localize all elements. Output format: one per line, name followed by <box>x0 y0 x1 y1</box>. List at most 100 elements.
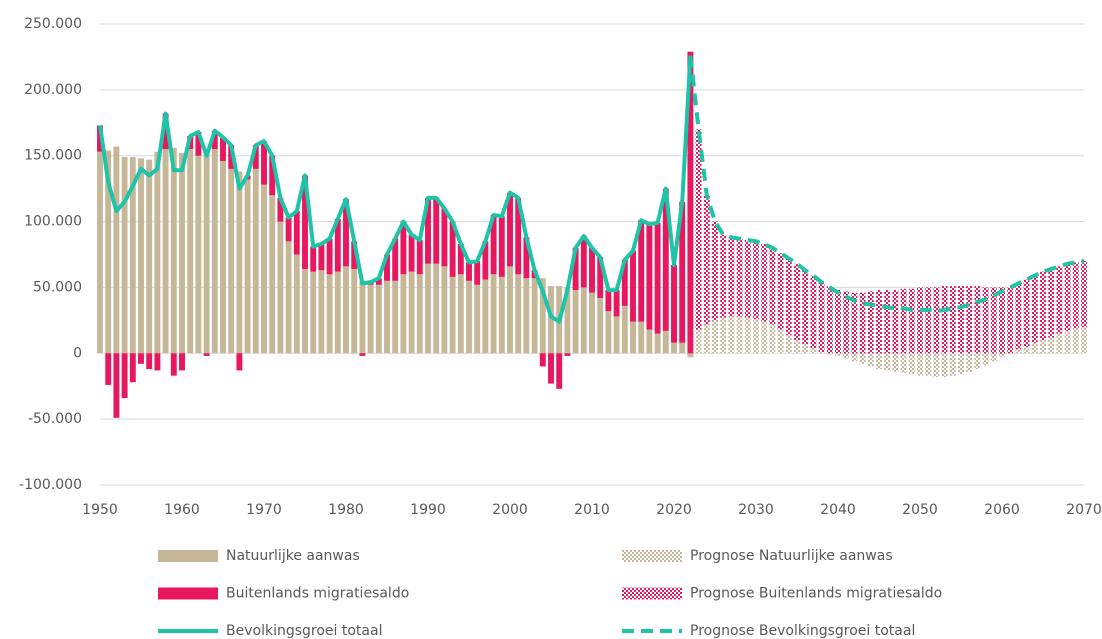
bar <box>990 287 997 354</box>
bar <box>589 247 595 293</box>
bar <box>826 353 833 355</box>
bar <box>802 270 809 345</box>
bar <box>974 286 981 354</box>
bar <box>539 353 546 367</box>
bar <box>113 146 120 354</box>
legend-swatch <box>622 587 682 600</box>
bar <box>572 247 579 291</box>
bar <box>785 258 792 335</box>
bar <box>695 329 702 354</box>
bar <box>613 290 620 317</box>
bar <box>457 243 464 275</box>
bar <box>564 353 571 356</box>
bar <box>179 353 185 371</box>
bar <box>138 158 144 354</box>
bar <box>835 290 841 354</box>
bar <box>343 199 349 267</box>
bar <box>580 287 587 354</box>
bar <box>384 280 390 354</box>
bar <box>1048 337 1055 354</box>
bar <box>564 287 571 354</box>
bar <box>671 265 677 343</box>
bar <box>293 254 300 354</box>
x-tick-label: 2010 <box>574 502 610 518</box>
bar <box>662 188 669 331</box>
bar <box>400 221 407 275</box>
bar <box>408 271 415 354</box>
bar <box>990 353 997 362</box>
x-tick-label: 2050 <box>902 502 938 518</box>
bar <box>712 221 718 321</box>
bar <box>974 353 981 370</box>
bar <box>630 250 636 322</box>
bar <box>654 222 661 334</box>
bar <box>917 353 923 376</box>
bar <box>523 237 530 279</box>
bar <box>269 195 276 354</box>
bar <box>753 319 759 354</box>
bar <box>498 216 505 277</box>
bar <box>925 287 932 354</box>
bar <box>720 234 727 318</box>
bar <box>252 168 259 354</box>
bar <box>941 286 948 354</box>
bar <box>597 297 604 354</box>
y-tick-label: 250.000 <box>24 16 82 32</box>
bar <box>613 316 620 354</box>
x-tick-label: 1960 <box>164 502 200 518</box>
bar <box>1015 349 1022 354</box>
bar <box>334 271 341 354</box>
x-tick-label: 2060 <box>984 502 1020 518</box>
bar <box>851 353 858 362</box>
bar <box>351 241 358 269</box>
bar <box>138 353 144 364</box>
bar <box>867 291 874 354</box>
bar <box>392 280 399 354</box>
bar <box>630 321 636 354</box>
bar <box>859 353 866 364</box>
bar <box>269 155 276 196</box>
bar <box>638 321 645 354</box>
x-tick-label: 2030 <box>738 502 774 518</box>
bar <box>244 179 251 354</box>
bar <box>351 268 358 354</box>
bar <box>408 234 415 272</box>
bar <box>121 157 128 354</box>
bar <box>179 153 185 354</box>
bar <box>261 184 267 354</box>
bar <box>736 316 743 354</box>
bar <box>105 150 112 354</box>
bar <box>162 113 169 150</box>
bar <box>818 351 825 354</box>
y-tick-label: 0 <box>73 345 82 361</box>
bar <box>318 243 325 271</box>
bar <box>310 246 317 272</box>
bar <box>728 237 735 317</box>
x-tick-label: 2070 <box>1066 502 1102 518</box>
bar <box>129 157 136 354</box>
legend-label: Bevolkingsgroei totaal <box>226 623 382 639</box>
bar <box>515 274 522 354</box>
bar <box>703 324 710 354</box>
bar <box>416 240 423 275</box>
bar <box>695 129 702 330</box>
bar <box>400 274 407 354</box>
bar <box>1081 326 1087 354</box>
bar <box>744 317 751 354</box>
bar <box>646 224 653 330</box>
bar <box>507 266 513 354</box>
bar <box>679 201 686 343</box>
bar <box>941 353 948 377</box>
y-tick-label: 150.000 <box>24 148 82 164</box>
bar <box>859 292 866 354</box>
bar <box>966 353 973 372</box>
bar <box>982 287 989 354</box>
bar <box>162 149 169 354</box>
bar <box>933 353 940 377</box>
bar <box>662 330 669 354</box>
bar <box>933 287 940 354</box>
bar <box>154 151 161 354</box>
bar <box>146 159 153 354</box>
bar <box>892 353 899 372</box>
